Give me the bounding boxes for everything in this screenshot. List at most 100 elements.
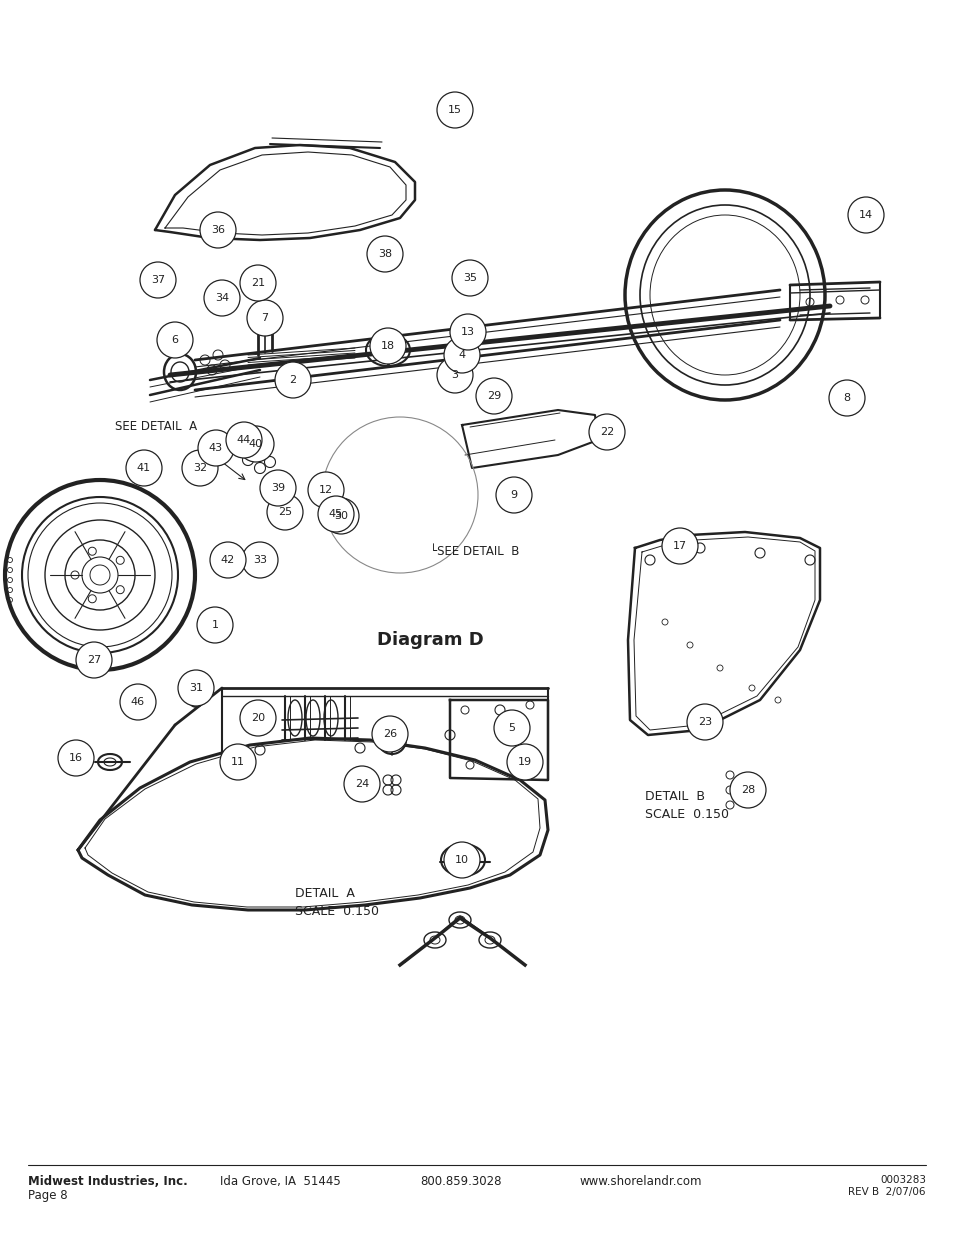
Text: 13: 13 (460, 327, 475, 337)
Text: 15: 15 (448, 105, 461, 115)
Circle shape (496, 477, 532, 513)
Circle shape (198, 430, 233, 466)
Circle shape (847, 198, 883, 233)
Circle shape (157, 322, 193, 358)
Text: 16: 16 (69, 753, 83, 763)
Text: 41: 41 (137, 463, 151, 473)
Text: REV B  2/07/06: REV B 2/07/06 (847, 1187, 925, 1197)
Text: Ida Grove, IA  51445: Ida Grove, IA 51445 (220, 1174, 340, 1188)
Text: SEE DETAIL  A: SEE DETAIL A (115, 420, 197, 433)
Circle shape (240, 700, 275, 736)
Text: 29: 29 (486, 391, 500, 401)
Circle shape (323, 498, 358, 534)
Text: 20: 20 (251, 713, 265, 722)
Circle shape (506, 743, 542, 781)
Text: 44: 44 (236, 435, 251, 445)
Text: Diagram D: Diagram D (376, 631, 483, 650)
Circle shape (140, 262, 175, 298)
Text: 31: 31 (189, 683, 203, 693)
Circle shape (76, 642, 112, 678)
Text: 36: 36 (211, 225, 225, 235)
Circle shape (452, 261, 488, 296)
Circle shape (126, 450, 162, 487)
Circle shape (226, 422, 262, 458)
Circle shape (178, 671, 213, 706)
Text: 30: 30 (334, 511, 348, 521)
Text: 14: 14 (858, 210, 872, 220)
Text: 38: 38 (377, 249, 392, 259)
Text: 40: 40 (249, 438, 263, 450)
Text: 2: 2 (289, 375, 296, 385)
Text: 17: 17 (672, 541, 686, 551)
Circle shape (344, 766, 379, 802)
Circle shape (476, 378, 512, 414)
Circle shape (242, 542, 277, 578)
Text: 10: 10 (455, 855, 469, 864)
Text: 46: 46 (131, 697, 145, 706)
Circle shape (58, 740, 94, 776)
Circle shape (200, 212, 235, 248)
Text: 22: 22 (599, 427, 614, 437)
Circle shape (661, 529, 698, 564)
Circle shape (494, 710, 530, 746)
Circle shape (220, 743, 255, 781)
Text: 8: 8 (842, 393, 850, 403)
Text: Page 8: Page 8 (28, 1189, 68, 1202)
Circle shape (204, 280, 240, 316)
Circle shape (308, 472, 344, 508)
Text: └SEE DETAIL  B: └SEE DETAIL B (430, 545, 518, 558)
Text: 1: 1 (212, 620, 218, 630)
Text: 35: 35 (462, 273, 476, 283)
Text: 27: 27 (87, 655, 101, 664)
Text: 7: 7 (261, 312, 269, 324)
Circle shape (588, 414, 624, 450)
Circle shape (443, 337, 479, 373)
Circle shape (686, 704, 722, 740)
Circle shape (182, 450, 218, 487)
Circle shape (372, 716, 408, 752)
Circle shape (436, 357, 473, 393)
Text: 5: 5 (508, 722, 515, 734)
Text: www.shorelandr.com: www.shorelandr.com (579, 1174, 701, 1188)
Circle shape (443, 842, 479, 878)
Text: DETAIL  A
SCALE  0.150: DETAIL A SCALE 0.150 (294, 887, 378, 918)
Circle shape (367, 236, 402, 272)
Text: 42: 42 (221, 555, 234, 564)
Text: 32: 32 (193, 463, 207, 473)
Circle shape (450, 314, 485, 350)
Text: 43: 43 (209, 443, 223, 453)
Text: 0003283: 0003283 (879, 1174, 925, 1186)
Circle shape (370, 329, 406, 364)
Text: 25: 25 (277, 508, 292, 517)
Circle shape (120, 684, 156, 720)
Text: Midwest Industries, Inc.: Midwest Industries, Inc. (28, 1174, 188, 1188)
Text: 9: 9 (510, 490, 517, 500)
Circle shape (240, 266, 275, 301)
Circle shape (196, 606, 233, 643)
Text: 800.859.3028: 800.859.3028 (419, 1174, 501, 1188)
Text: DETAIL  B
SCALE  0.150: DETAIL B SCALE 0.150 (644, 790, 728, 821)
Text: 18: 18 (380, 341, 395, 351)
Circle shape (260, 471, 295, 506)
Text: 37: 37 (151, 275, 165, 285)
Text: 33: 33 (253, 555, 267, 564)
Text: 26: 26 (382, 729, 396, 739)
Text: 19: 19 (517, 757, 532, 767)
Text: 4: 4 (458, 350, 465, 359)
Text: 12: 12 (318, 485, 333, 495)
Circle shape (210, 542, 246, 578)
Text: 23: 23 (698, 718, 711, 727)
Text: 34: 34 (214, 293, 229, 303)
Circle shape (828, 380, 864, 416)
Text: 24: 24 (355, 779, 369, 789)
Circle shape (317, 496, 354, 532)
Text: 6: 6 (172, 335, 178, 345)
Circle shape (267, 494, 303, 530)
Text: 45: 45 (329, 509, 343, 519)
Text: 11: 11 (231, 757, 245, 767)
Circle shape (274, 362, 311, 398)
Text: °: ° (675, 541, 679, 551)
Text: 21: 21 (251, 278, 265, 288)
Circle shape (729, 772, 765, 808)
Circle shape (237, 426, 274, 462)
